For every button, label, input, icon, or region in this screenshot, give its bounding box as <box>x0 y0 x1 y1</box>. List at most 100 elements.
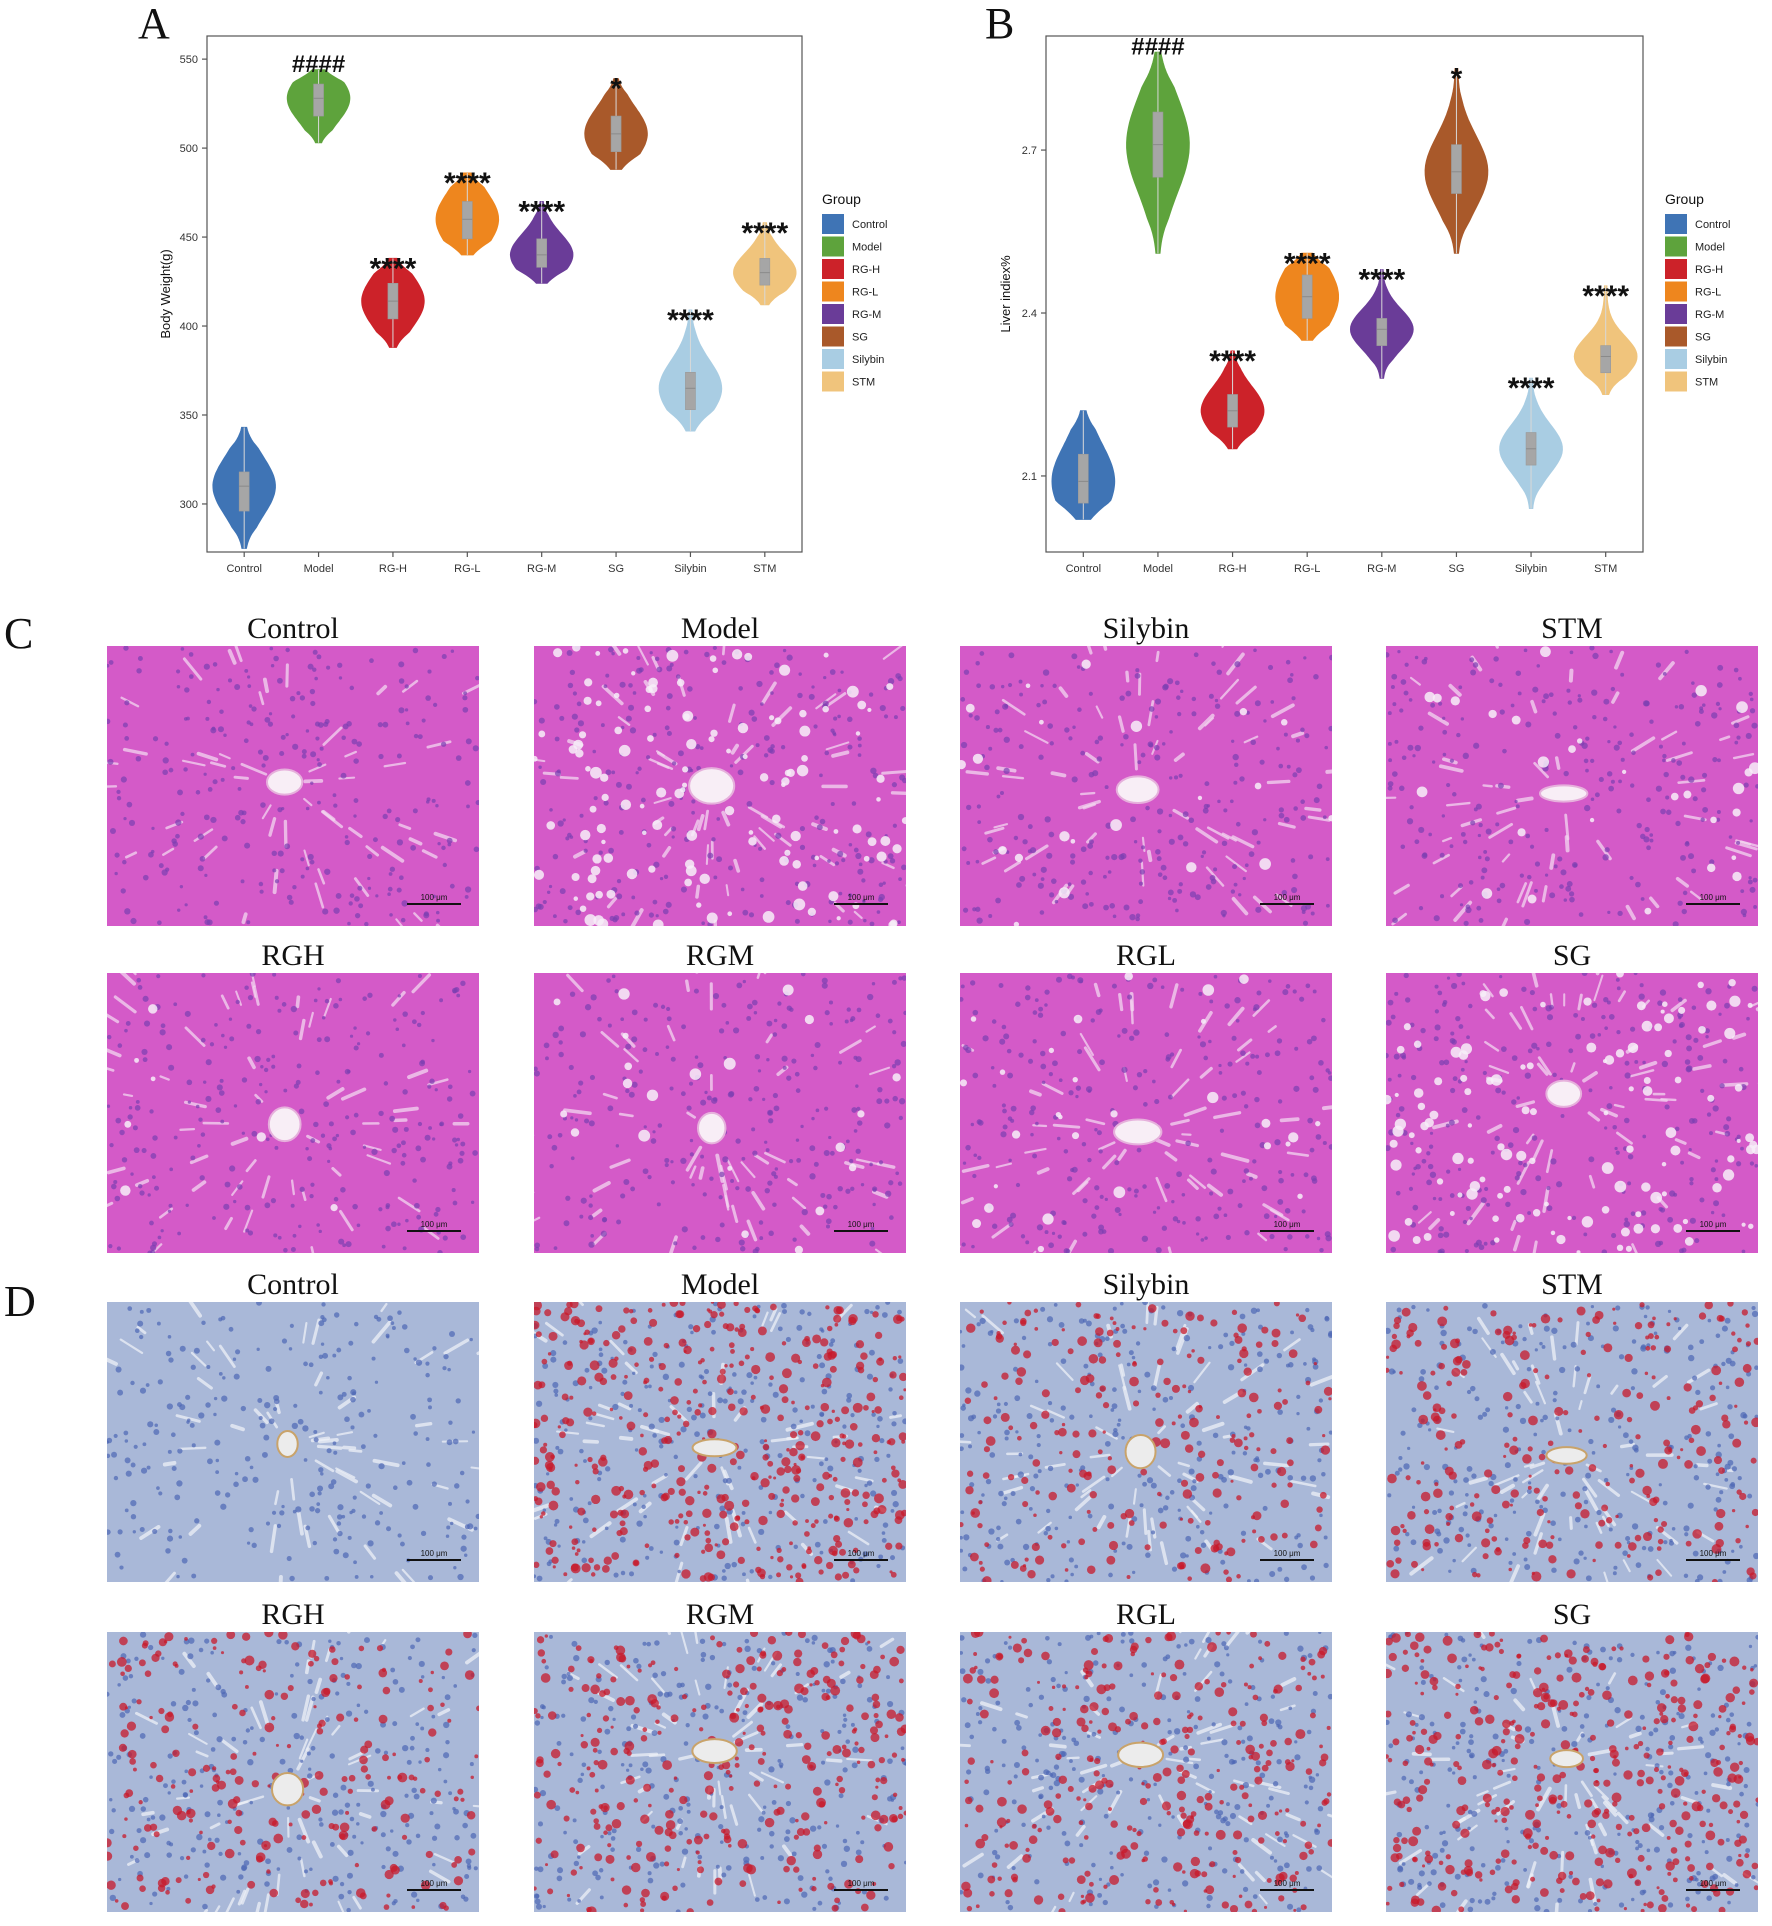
lipid-vacuole <box>1403 1023 1411 1031</box>
lipid-droplet <box>873 1450 878 1455</box>
significance-label: #### <box>292 51 345 78</box>
nucleus <box>808 693 815 700</box>
sinusoid <box>461 683 479 695</box>
sinusoid <box>761 1311 769 1327</box>
sinusoid <box>182 759 206 767</box>
sinusoid <box>630 908 644 926</box>
nucleus <box>1328 1430 1332 1435</box>
violin-sg: * <box>584 73 648 170</box>
nucleus <box>1724 1130 1731 1137</box>
lipid-droplet <box>821 1377 832 1388</box>
legend-entry: SG <box>852 332 868 344</box>
nucleus <box>441 845 446 851</box>
lipid-vacuole <box>779 856 789 866</box>
lipid-vacuole <box>572 646 581 652</box>
nucleus <box>460 1545 467 1552</box>
sinusoid <box>1199 1066 1213 1079</box>
nucleus <box>1624 1072 1631 1079</box>
nucleus <box>837 1185 843 1192</box>
nucleus <box>1573 1012 1579 1018</box>
nucleus <box>1277 1099 1283 1104</box>
nucleus <box>156 1321 161 1326</box>
nucleus <box>853 847 859 853</box>
nucleus <box>989 684 996 690</box>
nucleus <box>613 914 620 921</box>
nucleus <box>546 1472 550 1476</box>
lipid-vacuole <box>595 890 603 899</box>
sinusoid <box>1157 1425 1166 1435</box>
nucleus <box>763 735 770 741</box>
sinusoid <box>1570 1062 1576 1073</box>
nucleus <box>677 1569 681 1574</box>
sinusoid <box>1237 1038 1253 1052</box>
nucleus <box>1185 1140 1191 1147</box>
nucleus <box>1699 1339 1705 1345</box>
sinusoid <box>303 849 310 867</box>
nucleus <box>857 868 864 875</box>
lipid-vacuole <box>586 892 595 901</box>
nucleus <box>1076 665 1081 669</box>
nucleus <box>228 1326 234 1332</box>
nucleus <box>1003 1496 1008 1501</box>
nucleus <box>1213 1213 1220 1220</box>
nucleus <box>1278 812 1285 819</box>
nucleus <box>1706 1112 1712 1117</box>
lipid-droplet <box>1189 1417 1199 1428</box>
legend-entry: RG-L <box>852 287 878 299</box>
nucleus <box>1323 1562 1329 1569</box>
nucleus <box>962 1566 968 1572</box>
lipid-droplet <box>1113 1339 1121 1348</box>
nucleus <box>1462 752 1469 760</box>
sinusoid <box>278 1574 283 1582</box>
nucleus <box>244 1204 251 1211</box>
nucleus <box>985 1478 992 1485</box>
nucleus <box>1148 742 1154 748</box>
sinusoid <box>1246 1172 1258 1179</box>
sinusoid <box>1050 771 1067 778</box>
nucleus <box>126 801 133 808</box>
legend-entry: SG <box>1695 332 1711 344</box>
violin-box <box>462 201 473 240</box>
sinusoid <box>411 973 432 994</box>
nucleus <box>1693 1464 1698 1469</box>
nucleus <box>1027 849 1032 854</box>
nucleus <box>1313 674 1319 680</box>
legend-entry: Silybin <box>852 354 884 366</box>
nucleus <box>966 860 971 865</box>
nucleus <box>1702 806 1709 813</box>
nucleus <box>558 1051 564 1058</box>
lipid-droplet <box>1180 1430 1190 1440</box>
sinusoid <box>1484 1040 1500 1052</box>
legend: GroupControlModelRG-HRG-LRG-MSGSilybinST… <box>1665 191 1730 392</box>
nucleus <box>369 1574 374 1579</box>
sinusoid <box>1095 705 1104 719</box>
nucleus <box>220 1315 226 1321</box>
nucleus <box>542 1363 549 1369</box>
nucleus <box>773 1018 778 1023</box>
nucleus <box>391 1221 397 1228</box>
lipid-droplet <box>1047 1534 1053 1540</box>
sinusoid <box>740 1161 756 1179</box>
nucleus <box>354 912 361 919</box>
nucleus <box>813 724 818 729</box>
nucleus <box>881 1531 886 1535</box>
lipid-droplet <box>781 1457 791 1467</box>
nucleus <box>465 738 472 745</box>
nucleus <box>574 727 580 733</box>
lipid-droplet <box>679 1302 686 1306</box>
nucleus <box>1443 1059 1450 1066</box>
nucleus <box>338 1238 345 1245</box>
nucleus <box>1243 1168 1250 1174</box>
nucleus <box>342 1243 346 1248</box>
nucleus <box>837 850 844 857</box>
nucleus <box>1088 771 1095 778</box>
nucleus <box>628 704 635 711</box>
sinusoid <box>602 1092 618 1100</box>
nucleus <box>1414 655 1419 660</box>
lipid-vacuole <box>1297 1193 1303 1199</box>
nucleus <box>1068 1557 1074 1563</box>
nucleus <box>1021 1335 1027 1341</box>
lipid-vacuole <box>1707 863 1716 873</box>
sinusoid <box>1201 1421 1225 1433</box>
nucleus <box>1583 1232 1588 1237</box>
